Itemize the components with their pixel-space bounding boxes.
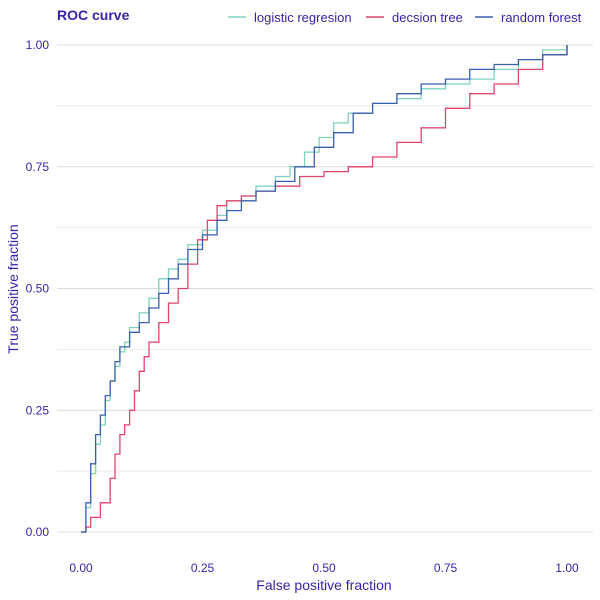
legend-item-decsion-tree: decsion tree bbox=[366, 10, 463, 25]
legend-label: random forest bbox=[501, 10, 582, 25]
legend-label: decsion tree bbox=[392, 10, 463, 25]
y-tick-label: 1.00 bbox=[26, 38, 50, 52]
chart-title: ROC curve bbox=[57, 7, 130, 23]
y-tick-label: 0.25 bbox=[26, 403, 50, 417]
x-tick-label: 0.50 bbox=[312, 561, 336, 575]
series-line-random-forest bbox=[81, 45, 568, 533]
y-tick-label: 0.50 bbox=[26, 282, 50, 296]
y-axis-ticks: 0.00 0.25 0.50 0.75 1.00 bbox=[26, 38, 50, 539]
x-tick-label: 1.00 bbox=[555, 561, 579, 575]
legend-label: logistic regresion bbox=[254, 10, 352, 25]
x-tick-label: 0.25 bbox=[191, 561, 215, 575]
y-tick-label: 0.00 bbox=[26, 525, 50, 539]
legend-item-random-forest: random forest bbox=[475, 10, 582, 25]
series-line-decsion-tree bbox=[81, 45, 568, 533]
x-axis-ticks: 0.00 0.25 0.50 0.75 1.00 bbox=[69, 561, 579, 575]
legend-item-logistic-regresion: logistic regresion bbox=[228, 10, 352, 25]
y-tick-label: 0.75 bbox=[26, 160, 50, 174]
x-tick-label: 0.00 bbox=[69, 561, 93, 575]
plot-area bbox=[81, 45, 568, 533]
x-axis-label: False positive fraction bbox=[256, 577, 391, 593]
y-axis-label: True positive fraction bbox=[5, 224, 21, 353]
legend: logistic regresion decsion tree random for… bbox=[228, 10, 582, 25]
grid-lines bbox=[57, 44, 593, 533]
x-tick-label: 0.75 bbox=[434, 561, 458, 575]
